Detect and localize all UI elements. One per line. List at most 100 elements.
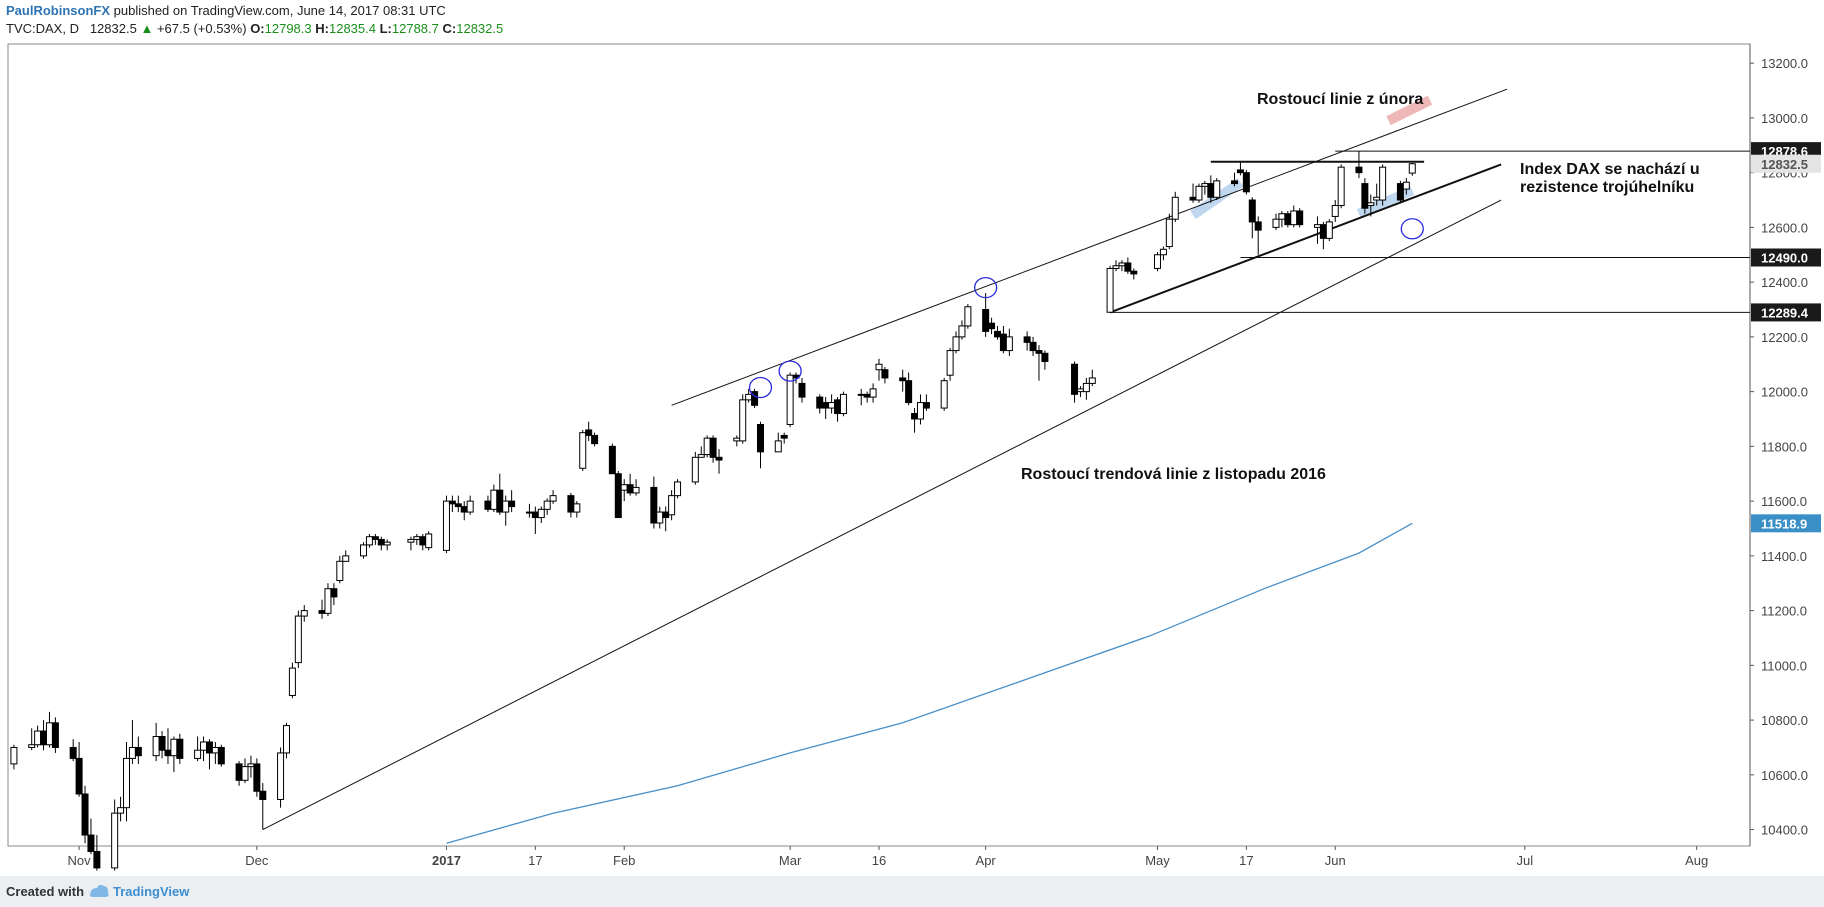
candle-down-body	[994, 330, 1002, 338]
candle-up-body	[152, 736, 160, 757]
candle-up-body	[857, 393, 865, 396]
candle-down-body	[591, 434, 599, 445]
candle-down-body	[87, 834, 95, 852]
red-highlight-band	[1386, 95, 1433, 126]
candle-down-body	[1189, 196, 1197, 201]
candle-up-body	[1153, 254, 1161, 269]
candle-down-body	[709, 437, 717, 458]
candle-up-body	[1402, 181, 1410, 190]
candle	[1106, 265, 1114, 313]
candle-up-body	[28, 744, 36, 748]
price-change: +67.5 (+0.53%)	[156, 21, 247, 36]
candle-down-body	[662, 511, 670, 519]
low-label: L:	[379, 21, 392, 36]
candle-up-body	[875, 363, 883, 371]
candle-down-body	[330, 588, 338, 598]
created-with-text: Created with	[6, 884, 85, 899]
candle	[774, 432, 782, 453]
candle	[697, 446, 705, 458]
candle-down-body	[1284, 213, 1292, 226]
circle-marker	[778, 360, 802, 382]
candle	[1402, 178, 1410, 195]
candle	[964, 304, 972, 329]
candle	[982, 293, 990, 337]
ohlc-info: TVC:DAX, D 12832.5 ▲ +67.5 (+0.53%) O:12…	[6, 21, 503, 36]
candle-up-body	[1367, 202, 1375, 206]
candle	[579, 429, 587, 472]
candle-down-body	[1248, 199, 1256, 223]
candle-down-body	[614, 473, 622, 519]
candle	[294, 610, 302, 669]
candle-up-body	[10, 746, 18, 765]
candle	[28, 728, 36, 751]
candle-down-body	[484, 500, 492, 510]
candle-down-body	[164, 749, 172, 757]
candle-down-body	[999, 333, 1007, 352]
candle-up-body	[739, 399, 747, 442]
candle	[591, 432, 599, 447]
dax-daily-chart[interactable]: 10400.0 10600.0 10800.0 11000.0 11200.0 11400…	[0, 0, 1824, 876]
annotation-text: Rostoucí linie z února	[1257, 91, 1423, 108]
candle	[632, 479, 640, 496]
candle-up-body	[1112, 265, 1120, 269]
candle	[691, 451, 699, 485]
candle-up-body	[413, 536, 421, 540]
y-tick-label: 13000.0	[1761, 111, 1808, 126]
candle-up-body	[579, 432, 587, 469]
candle-up-body	[1201, 183, 1209, 187]
candle-down-body	[922, 402, 930, 409]
candle-up-body	[277, 752, 285, 800]
candle	[988, 317, 996, 335]
candle-up-body	[549, 495, 557, 502]
low-value: 12788.7	[391, 21, 439, 36]
candle-up-body	[241, 766, 249, 781]
x-tick-label: Mar	[779, 853, 802, 868]
candle-up-body	[573, 503, 581, 513]
y-tick-label: 10400.0	[1761, 823, 1808, 838]
candle	[1284, 210, 1292, 228]
tradingview-link[interactable]: TradingView	[113, 884, 190, 899]
candle-up-body	[1171, 196, 1179, 220]
last-price: 12832.5	[89, 21, 137, 36]
candle-down-body	[1355, 166, 1363, 174]
candle-down-body	[798, 382, 806, 398]
candle	[1112, 260, 1120, 272]
candle	[360, 542, 368, 559]
candle	[282, 722, 290, 759]
candle-up-body	[1272, 218, 1280, 228]
candle-up-body	[1005, 336, 1013, 352]
candle	[454, 495, 462, 513]
candle	[668, 490, 676, 521]
candle-down-body	[1231, 180, 1239, 185]
x-tick-label: 2017	[432, 853, 461, 868]
candle-down-body	[626, 484, 634, 494]
price-label-box	[1751, 248, 1821, 267]
y-tick-label: 12600.0	[1761, 220, 1808, 235]
candle	[117, 796, 125, 822]
candle	[1088, 369, 1096, 387]
candle	[905, 372, 913, 406]
candle	[674, 479, 682, 499]
price-label-text: 11518.9	[1761, 516, 1807, 531]
candle-up-body	[1408, 163, 1416, 174]
candle-up-body	[1337, 166, 1345, 206]
candle	[1071, 361, 1079, 403]
high-value: 12835.4	[328, 21, 376, 36]
candle-down-body	[377, 538, 385, 546]
candle	[543, 498, 551, 515]
author-link[interactable]: PaulRobinsonFX	[6, 3, 110, 18]
candle-up-body	[490, 489, 498, 510]
candle-down-body	[40, 730, 48, 746]
chart-header: PaulRobinsonFX published on TradingView.…	[0, 0, 1824, 44]
candle	[324, 583, 332, 617]
moving-average-line	[446, 522, 1413, 844]
candle	[952, 331, 960, 354]
candle	[1023, 331, 1031, 351]
candle	[1171, 191, 1179, 222]
candle-up-body	[324, 588, 332, 614]
candle-up-body	[697, 454, 705, 458]
candle-down-body	[988, 322, 996, 330]
candle-up-body	[360, 544, 368, 557]
trendline-rising-trendline-november	[262, 199, 1502, 831]
candle	[585, 421, 593, 441]
